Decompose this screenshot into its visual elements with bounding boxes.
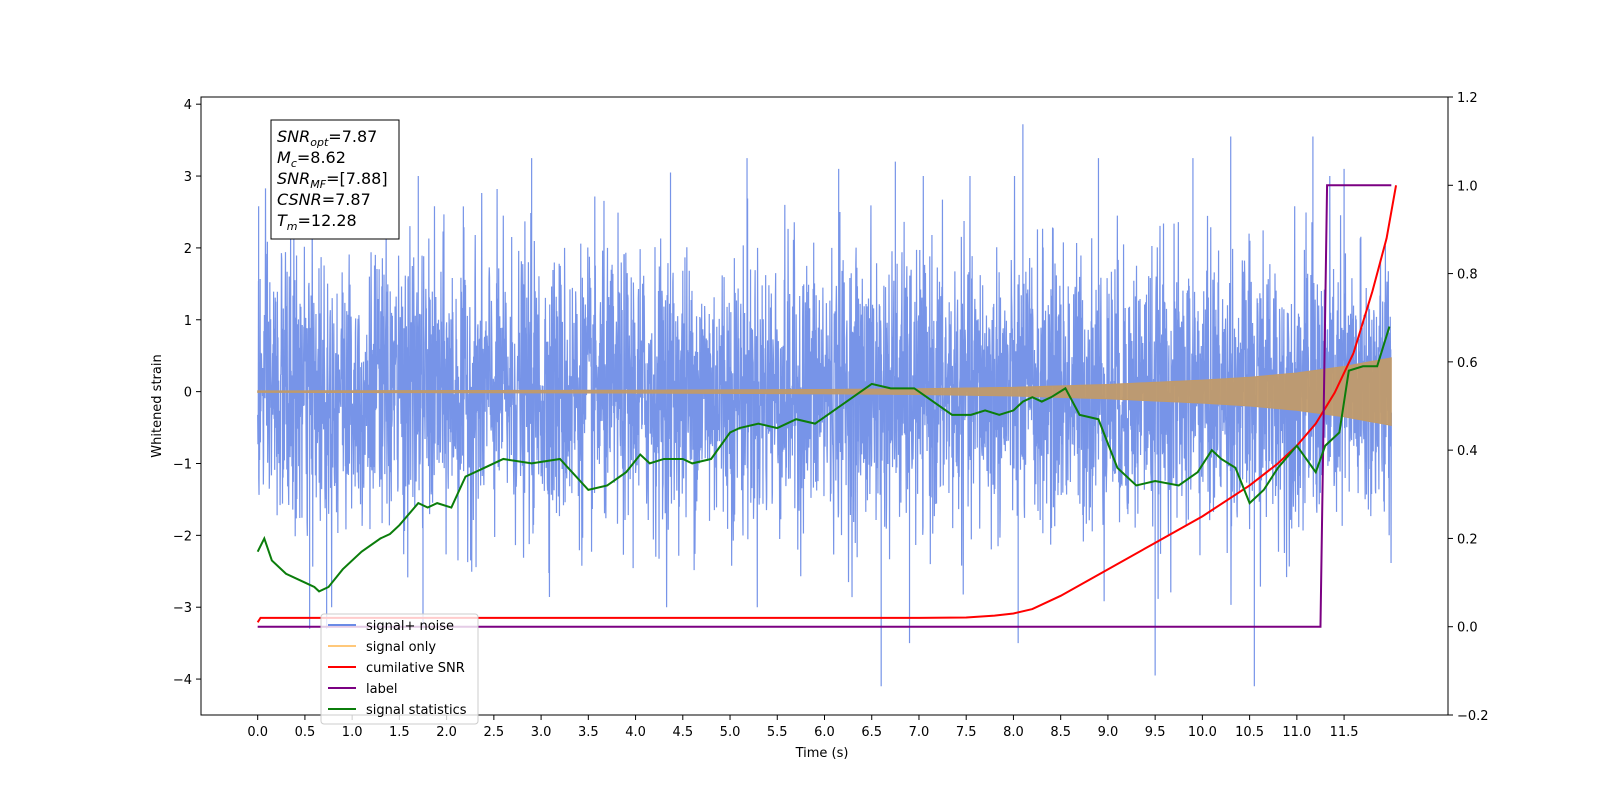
x-tick-label: 8.0 [1003,725,1024,740]
y-axis-right: −0.2 0.0 0.2 0.4 0.6 0.8 1.0 1.2 [1448,91,1489,724]
x-tick-label: 7.5 [956,725,977,740]
series-signal-noise [257,124,1392,687]
y2-tick-label: 1.2 [1457,91,1478,106]
annotation-value: =7.87 [328,127,377,146]
y-tick-label: −1 [173,457,192,472]
series-signal-statistics [256,326,1391,593]
x-tick-label: 9.0 [1098,725,1119,740]
x-tick-label: 5.0 [720,725,741,740]
x-tick-label: 11.5 [1330,725,1359,740]
x-tick-label: 2.5 [484,725,505,740]
annotation-subscript: c [291,157,297,170]
annotation-symbol: SNR [277,169,310,188]
annotation-line: Mc=8.62 [277,148,346,170]
series-cumulative-snr [256,185,1398,623]
x-tick-label: 9.5 [1145,725,1166,740]
x-axis-title: Time (s) [795,746,849,761]
y-tick-label: 0 [184,386,192,401]
y2-tick-label: 1.0 [1457,179,1478,194]
x-axis: 0.0 0.5 1.0 1.5 2.0 2.5 3.0 3.5 4.0 4.5 5.0 5.5 6.0 6… [247,715,1359,740]
y-axis-left: −4 −3 −2 −1 0 1 2 3 4 [173,98,201,688]
series-signal-only [257,357,1392,426]
y-tick-label: −3 [173,601,192,616]
annotation-subscript: m [287,220,298,233]
y-tick-label: 4 [184,98,192,113]
y-tick-label: 1 [184,314,192,329]
annotation-line: CSNR=7.87 [277,190,371,209]
annotation-symbol: M [277,148,291,167]
x-tick-label: 6.5 [861,725,882,740]
x-tick-label: 0.0 [247,725,268,740]
annotation-symbol: T [277,211,288,230]
x-tick-label: 4.5 [672,725,693,740]
legend-label: signal statistics [366,703,467,718]
x-tick-label: 0.5 [295,725,316,740]
annotation-line: SNRopt=7.87 [277,127,377,149]
x-tick-label: 7.0 [909,725,930,740]
annotation-value: =12.28 [298,211,357,230]
x-tick-label: 2.0 [436,725,457,740]
annotation-subscript: opt [310,136,329,149]
y-tick-label: −2 [173,529,192,544]
y2-tick-label: 0.8 [1457,268,1478,283]
x-tick-label: 3.5 [578,725,599,740]
x-tick-label: 5.5 [767,725,788,740]
annotation-line: Tm=12.28 [277,211,357,233]
legend-frame [320,613,479,725]
y2-tick-label: 0.6 [1457,356,1478,371]
legend-label: cumilative SNR [366,661,465,676]
x-tick-label: 3.0 [531,725,552,740]
annotation-value: =[7.88] [326,169,388,188]
y-tick-label: −4 [173,673,192,688]
y2-tick-label: 0.4 [1457,444,1478,459]
y2-tick-label: −0.2 [1457,709,1489,724]
y2-tick-label: 0.2 [1457,532,1478,547]
x-tick-label: 10.5 [1235,725,1264,740]
stats-annotation-box: SNRopt=7.87Mc=8.62SNRMF=[7.88]CSNR=7.87T… [270,119,400,240]
annotation-symbol: SNR [277,127,310,146]
x-tick-label: 4.0 [625,725,646,740]
y-tick-label: 2 [184,242,192,257]
annotation-symbol: CSNR [277,190,322,209]
legend: signal+ noise signal only cumilative SNR la… [320,613,479,725]
annotation-subscript: MF [310,178,326,191]
series-label [257,184,1392,628]
annotation-value: =7.87 [322,190,371,209]
annotation-frame [270,119,400,240]
y-tick-label: 3 [184,170,192,185]
x-tick-label: 1.5 [389,725,410,740]
x-tick-label: 10.0 [1188,725,1217,740]
legend-label: signal+ noise [366,619,454,634]
x-tick-label: 6.0 [814,725,835,740]
x-tick-label: 11.0 [1282,725,1311,740]
legend-label: signal only [366,640,436,655]
y2-tick-label: 0.0 [1457,621,1478,636]
legend-label: label [366,682,397,697]
annotation-line: SNRMF=[7.88] [277,169,388,191]
x-tick-label: 8.5 [1050,725,1071,740]
y-axis-title: Whitened strain [150,354,165,457]
x-tick-label: 1.0 [342,725,363,740]
annotation-value: =8.62 [297,148,346,167]
plot-area [256,124,1398,687]
